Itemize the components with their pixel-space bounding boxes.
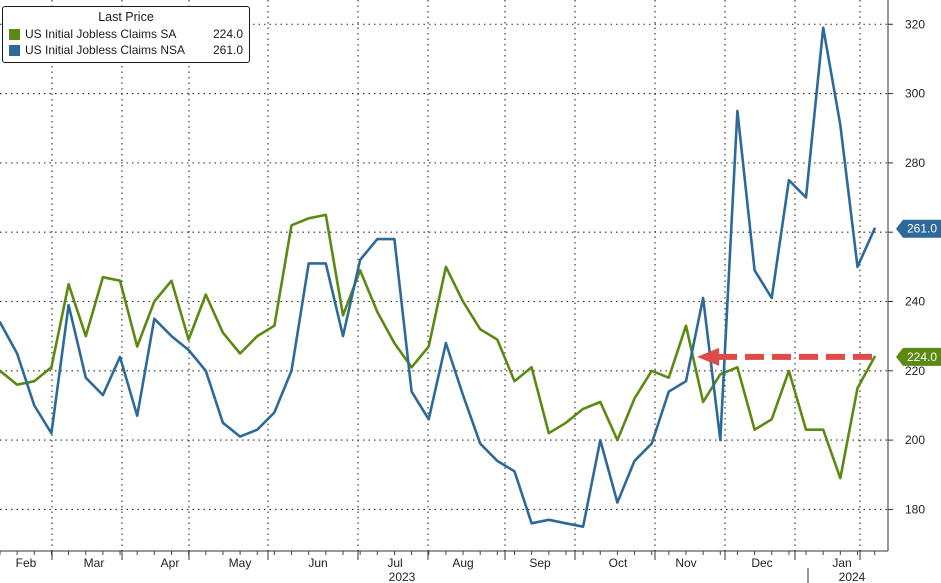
legend-box: Last Price US Initial Jobless Claims SA … <box>2 6 250 63</box>
y-tick-label: 180 <box>905 502 925 516</box>
x-month-label: May <box>229 556 252 570</box>
legend-swatch-sa <box>9 28 20 40</box>
x-month-label: Jun <box>308 556 327 570</box>
value-flag-sa-label: 224.0 <box>907 350 937 364</box>
series-line-nsa <box>0 26 876 529</box>
x-month-label: Jan <box>832 556 851 570</box>
legend-label-sa: US Initial Jobless Claims SA <box>25 27 177 41</box>
annotation-arrow-head <box>697 347 719 366</box>
legend-entry-sa: US Initial Jobless Claims SA 224.0 <box>9 26 243 42</box>
x-month-label: Mar <box>84 556 105 570</box>
x-month-label: Apr <box>161 556 180 570</box>
y-tick-label: 220 <box>905 364 925 378</box>
x-month-label: Nov <box>675 556 696 570</box>
y-tick-label: 320 <box>905 17 925 31</box>
legend-label-nsa: US Initial Jobless Claims NSA <box>25 43 186 57</box>
value-flag-nsa <box>896 219 941 238</box>
value-flag-nsa-label: 261.0 <box>907 222 937 236</box>
y-tick-label: 200 <box>905 433 925 447</box>
x-month-label: Dec <box>751 556 772 570</box>
x-year-label: 2023 <box>389 570 416 583</box>
x-month-label: Jul <box>387 556 402 570</box>
y-tick-label: 240 <box>905 294 925 308</box>
legend-value-nsa: 261.0 <box>212 43 243 57</box>
y-tick-label: 280 <box>905 156 925 170</box>
x-month-label: Aug <box>452 556 473 570</box>
legend-value-sa: 224.0 <box>212 27 243 41</box>
y-tick-label: 300 <box>905 87 925 101</box>
x-month-label: Feb <box>16 556 37 570</box>
legend-entry-nsa: US Initial Jobless Claims NSA 261.0 <box>9 42 243 58</box>
x-year-label: 2024 <box>839 570 866 583</box>
x-month-label: Sep <box>529 556 551 570</box>
legend-title: Last Price <box>98 10 154 24</box>
x-month-label: Oct <box>609 556 628 570</box>
value-flag-sa <box>896 347 941 366</box>
series-line-sa <box>0 213 876 480</box>
legend-swatch-nsa <box>9 44 20 56</box>
